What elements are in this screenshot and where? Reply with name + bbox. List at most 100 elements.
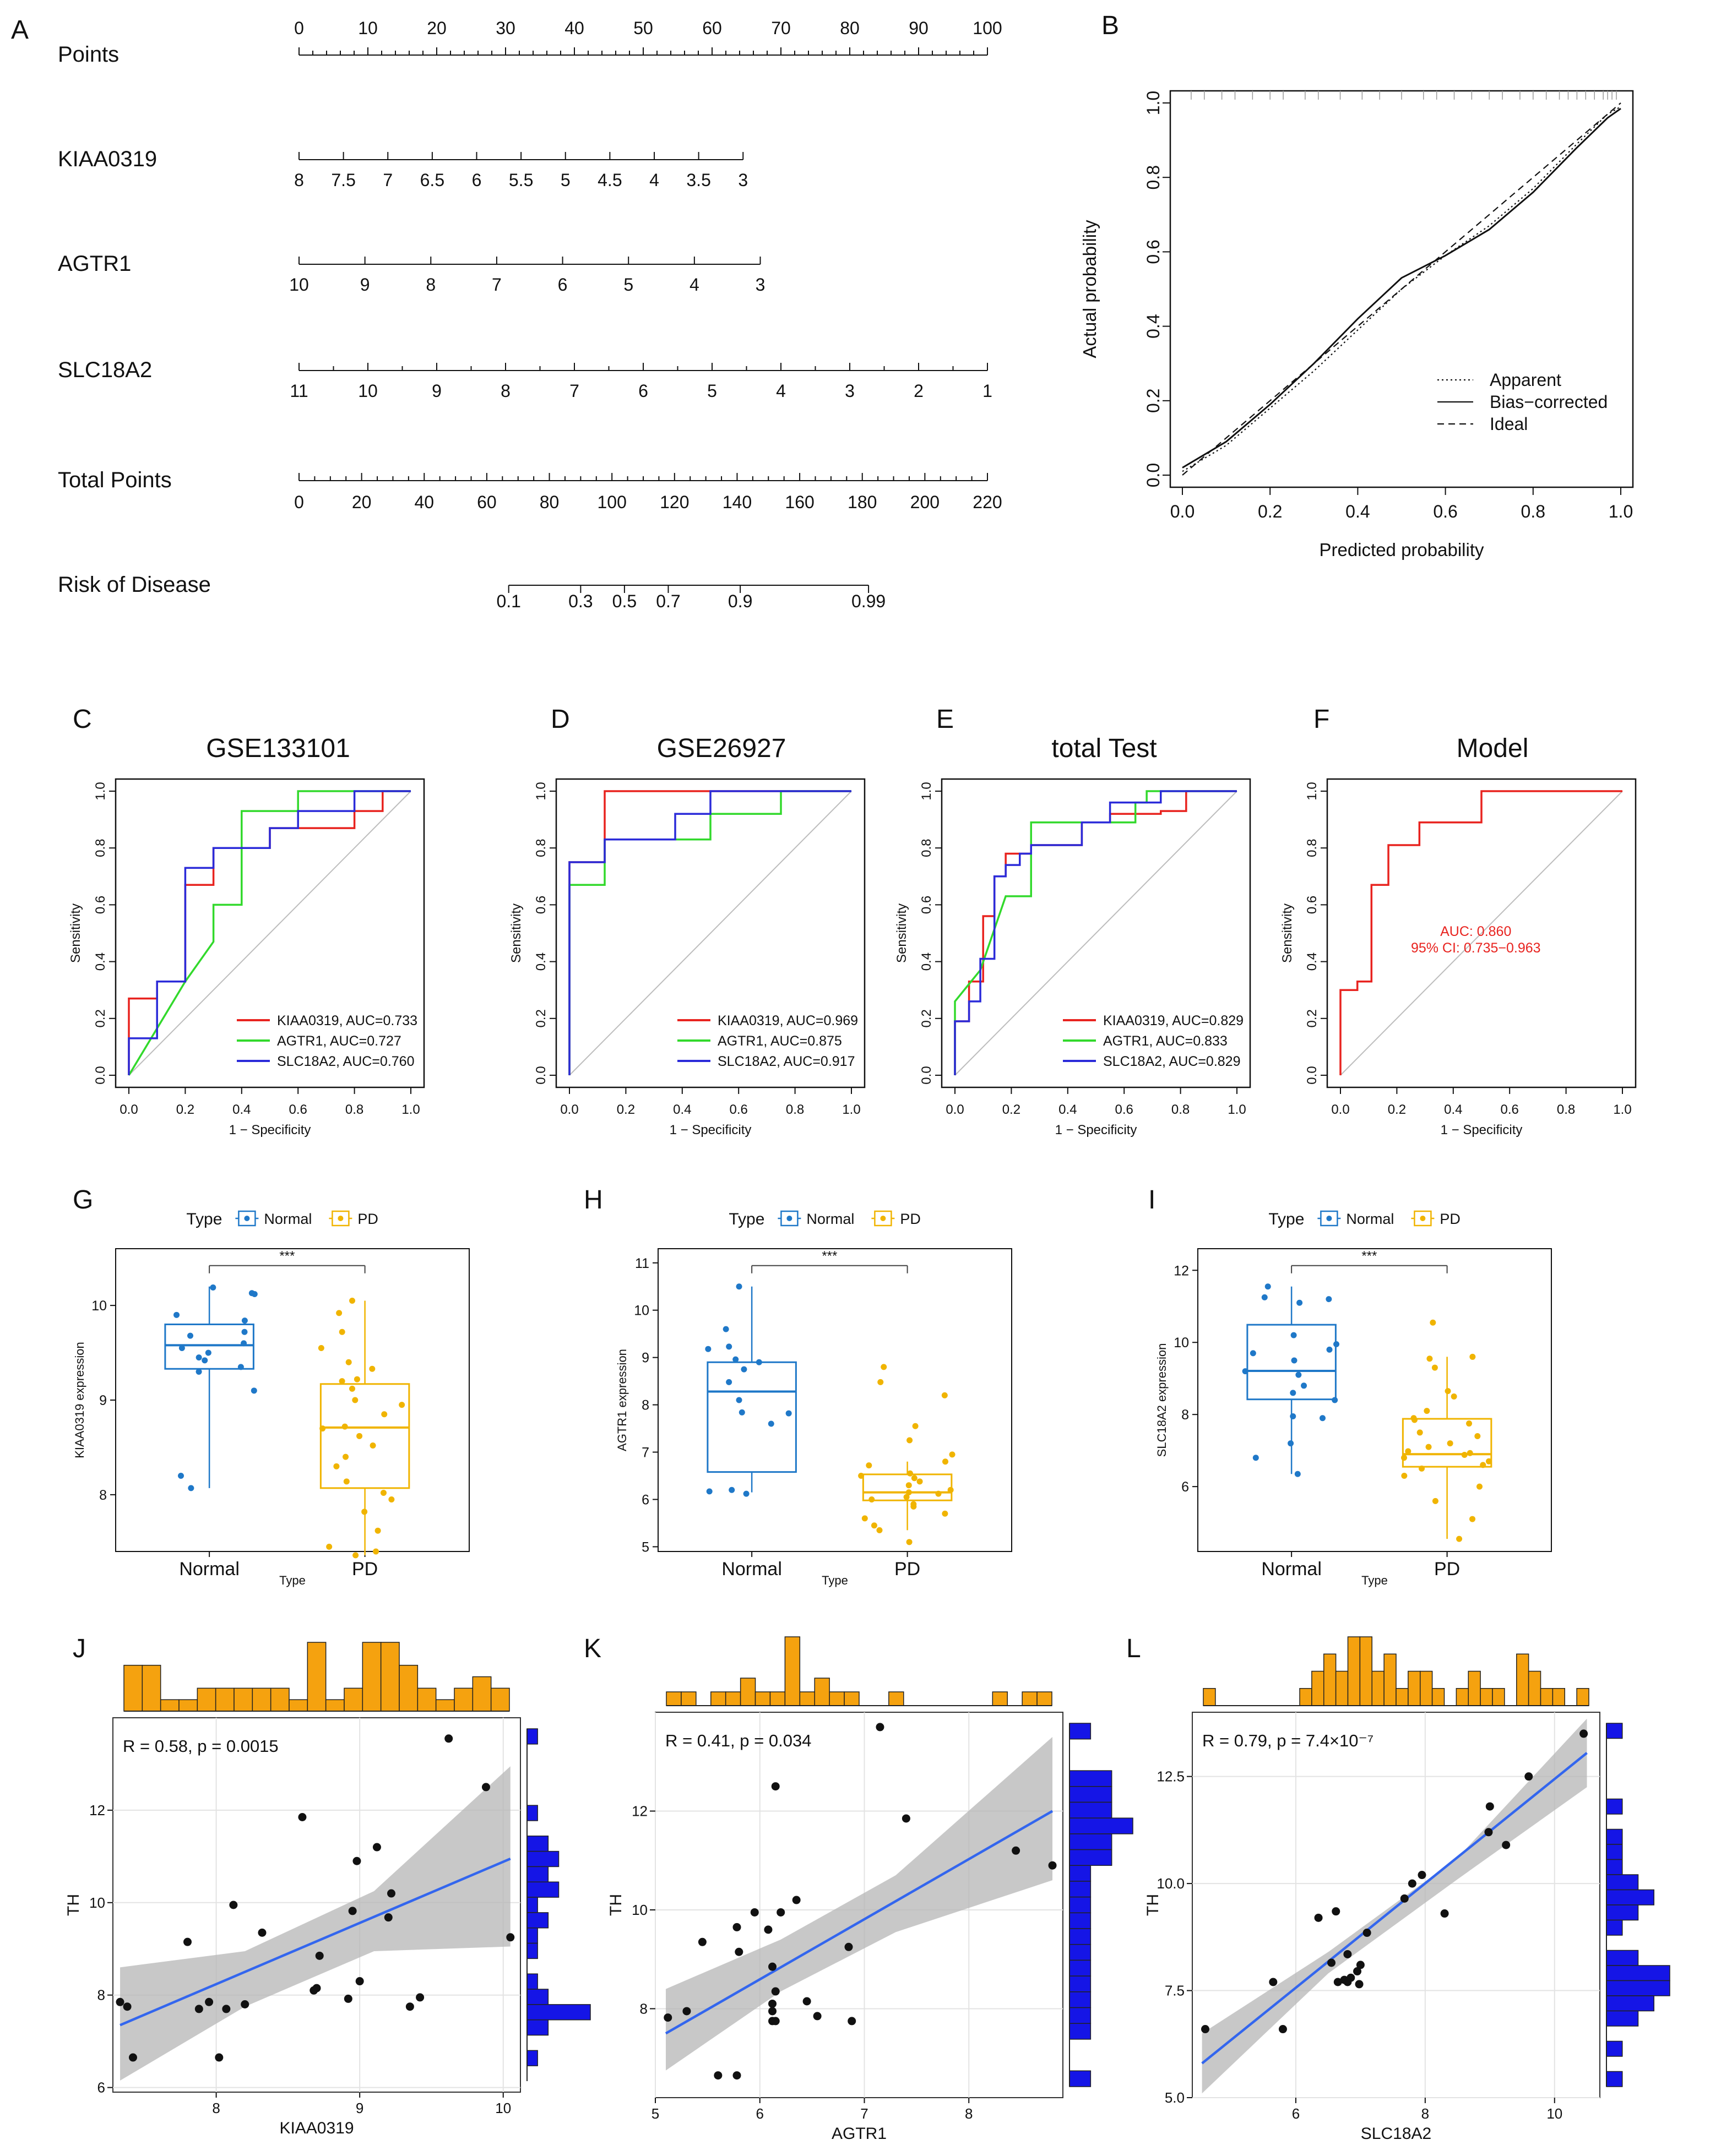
data-point [1400,1455,1407,1461]
panel-label-b: B [1101,11,1119,40]
x-axis-label: 1 − Specificity [229,1123,311,1137]
data-point [947,1487,954,1493]
x-tick-label: PD [894,1559,920,1580]
legend-label: Apparent [1490,370,1561,390]
data-point [1451,1393,1457,1400]
risk-tick-label: 0.99 [851,591,886,611]
data-point [405,2002,414,2011]
x-tick-label: 9 [356,2100,363,2116]
panel-labels: A B C D E F G H I J K L [11,11,1329,1663]
histogram-bar [362,1642,382,1712]
histogram-bar [490,1687,510,1712]
legend-title: Type [1268,1210,1304,1228]
legend: Type Normal PD [186,1210,378,1228]
total-points-tick-label: 40 [414,492,434,512]
nomogram-row: AGTR1 10 9 8 7 6 5 4 3 [58,252,765,295]
histogram-bar [1069,2070,1092,2087]
legend-swatch-dot [786,1216,792,1221]
x-tick-label: 0.4 [1345,502,1370,521]
legend-label: PD [1440,1211,1461,1227]
data-point [1466,1420,1473,1427]
y-axis-label: TH [1144,1894,1162,1916]
data-point [1290,1413,1296,1419]
y-tick-label: 0.6 [1305,896,1320,914]
legend-label: Normal [264,1211,312,1227]
data-point [726,1343,732,1350]
calibration-line-apparent [1182,106,1621,472]
data-point [251,1291,258,1297]
total-points-tick-label: 100 [597,492,626,512]
chart-title: total Test [1051,734,1157,763]
y-tick-label: 0.2 [1143,389,1163,413]
nomogram-row-label: KIAA0319 [58,147,157,171]
data-point [768,2007,777,2016]
box-group-normal [1242,1283,1340,1477]
data-point [1400,1894,1409,1903]
histogram-bar [1528,1670,1541,1706]
legend-swatch-dot [338,1216,344,1221]
data-point [848,2017,856,2026]
data-point [1424,1408,1430,1414]
variable-tick-label: 8 [294,170,304,190]
histogram-bar [215,1687,235,1712]
chance-diagonal [954,791,1237,1076]
data-point [310,1986,318,1995]
box [1402,1418,1492,1468]
auc-annotation: 95% CI: 0.735−0.963 [1411,940,1541,956]
risk-tick-label: 0.3 [568,591,593,611]
data-point [1290,1390,1296,1396]
box [707,1361,797,1473]
histogram-bar [1540,1688,1554,1706]
total-points-tick-label: 200 [910,492,940,512]
variable-tick-label: 7 [383,170,393,190]
chart-title: GSE133101 [206,734,350,763]
x-tick-label: 0.4 [1058,1102,1077,1117]
data-point [222,2005,231,2013]
y-tick-label: 0.2 [919,1009,934,1027]
variable-tick-label: 1 [982,381,992,401]
data-point [1447,1440,1453,1447]
data-point [1294,1471,1301,1477]
data-point [1326,1346,1333,1353]
data-point [941,1392,948,1398]
histogram-bar [1606,2071,1623,2087]
data-point [705,1346,712,1352]
data-point [729,1487,735,1493]
nomogram-row: SLC18A2 11 10 9 8 7 6 5 4 3 2 1 [58,358,992,401]
y-tick-label: 11 [635,1256,649,1271]
data-point [444,1734,453,1743]
y-tick-label: 6 [1181,1479,1189,1495]
legend: Type Normal PD [1268,1210,1461,1228]
data-point [664,2013,672,2022]
data-point [905,1489,912,1496]
variable-tick-label: 3 [845,381,855,401]
nomogram-row: Points 0 10 20 30 40 50 60 70 80 90 100 [58,18,1002,67]
roc-plot-d: GSE26927 0.0 0.0 0.2 0.2 0.4 0.4 0.6 0.6 0.8 0.8 1.… [509,734,866,1137]
y-tick-label: 0.4 [93,952,108,971]
data-point [1445,1388,1451,1395]
x-axis-label: 1 − Specificity [1055,1123,1137,1137]
data-point [768,1420,774,1427]
y-tick-label: 0.0 [1143,463,1163,487]
regression-line [665,1810,1054,2035]
histogram-bar [435,1699,455,1712]
plot-frame [658,1248,1012,1552]
y-axis-label: Actual probability [1079,220,1100,358]
data-point [771,1782,780,1791]
y-axis-label: TH [607,1894,625,1916]
data-point [1485,1802,1494,1811]
variable-tick-label: 4.5 [598,170,622,190]
histogram-bar [1606,1723,1623,1739]
data-point [373,1548,379,1555]
data-point [1314,1913,1323,1922]
data-point [741,1366,747,1373]
y-tick-label: 0.0 [534,1066,549,1084]
data-point [1502,1841,1511,1849]
data-point [768,1999,777,2008]
y-tick-label: 7 [642,1445,649,1461]
y-tick-label: 0.2 [93,1009,108,1027]
variable-tick-label: 7.5 [331,170,355,190]
data-point [506,1933,515,1942]
data-point [949,1451,955,1458]
roc-curve-model [1339,790,1622,1075]
